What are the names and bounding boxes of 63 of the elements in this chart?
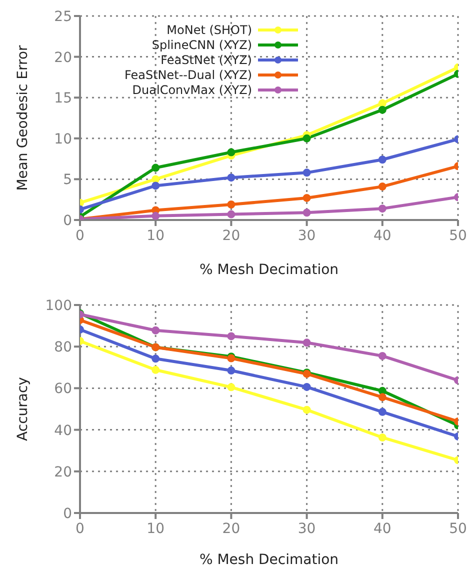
point xyxy=(152,175,160,184)
point xyxy=(302,406,311,414)
y-tick-label: 80 xyxy=(54,340,72,356)
y-axis-title: Accuracy xyxy=(14,377,31,441)
point xyxy=(378,352,386,360)
point xyxy=(302,382,311,391)
x-tick-label: 40 xyxy=(373,228,392,244)
x-tick-label: 20 xyxy=(222,520,240,537)
legend-label: FeaStNet (XYZ) xyxy=(160,52,252,66)
x-tick-label: 0 xyxy=(76,228,84,244)
point xyxy=(227,332,236,340)
point xyxy=(227,174,236,182)
x-tick-label: 30 xyxy=(298,520,316,537)
y-tick-label: 40 xyxy=(54,422,72,439)
y-tick-label: 20 xyxy=(54,50,72,66)
point xyxy=(378,433,386,442)
point xyxy=(378,204,386,213)
point xyxy=(227,200,236,208)
point xyxy=(152,182,160,190)
x-tick-label: 10 xyxy=(146,520,165,537)
point xyxy=(302,338,311,347)
y-tick-label: 25 xyxy=(54,8,72,25)
point xyxy=(152,212,160,220)
x-tick-label: 40 xyxy=(373,520,392,537)
x-tick-label: 20 xyxy=(222,228,240,244)
y-axis-title: Mean Geodesic Error xyxy=(14,44,31,191)
point xyxy=(302,134,311,142)
y-tick-label: 10 xyxy=(54,131,72,148)
y-tick-label: 20 xyxy=(54,464,72,480)
y-tick-label: 15 xyxy=(54,90,72,107)
x-tick-label: 50 xyxy=(449,520,467,537)
x-tick-label: 0 xyxy=(76,520,84,537)
point xyxy=(378,99,386,108)
point xyxy=(378,106,386,114)
x-tick-label: 50 xyxy=(449,228,467,244)
point xyxy=(378,156,386,164)
point xyxy=(152,366,160,374)
point xyxy=(302,168,311,177)
point xyxy=(152,164,160,172)
x-tick-label: 30 xyxy=(298,228,316,244)
y-tick-label: 0 xyxy=(63,212,72,229)
point xyxy=(227,383,236,392)
point xyxy=(227,148,236,156)
point xyxy=(152,326,160,334)
x-axis-title: % Mesh Decimation xyxy=(199,262,339,278)
legend-label: MoNet (SHOT) xyxy=(166,22,252,36)
x-axis-title: % Mesh Decimation xyxy=(199,552,339,568)
point xyxy=(302,194,311,202)
legend-label: DualConvMax (XYZ) xyxy=(132,82,252,96)
y-tick-label: 0 xyxy=(63,506,72,522)
point xyxy=(378,408,386,416)
legend-label: SplineCNN (XYZ) xyxy=(152,38,252,52)
point xyxy=(152,354,160,363)
point xyxy=(227,210,236,218)
point xyxy=(378,182,386,191)
y-tick-label: 100 xyxy=(45,298,72,314)
point xyxy=(378,393,386,402)
y-tick-label: 5 xyxy=(63,172,72,188)
legend-label: FeaStNet--Dual (XYZ) xyxy=(124,68,252,82)
point xyxy=(227,366,236,375)
x-tick-label: 10 xyxy=(146,228,165,244)
y-tick-label: 60 xyxy=(54,381,72,398)
point xyxy=(302,208,311,217)
